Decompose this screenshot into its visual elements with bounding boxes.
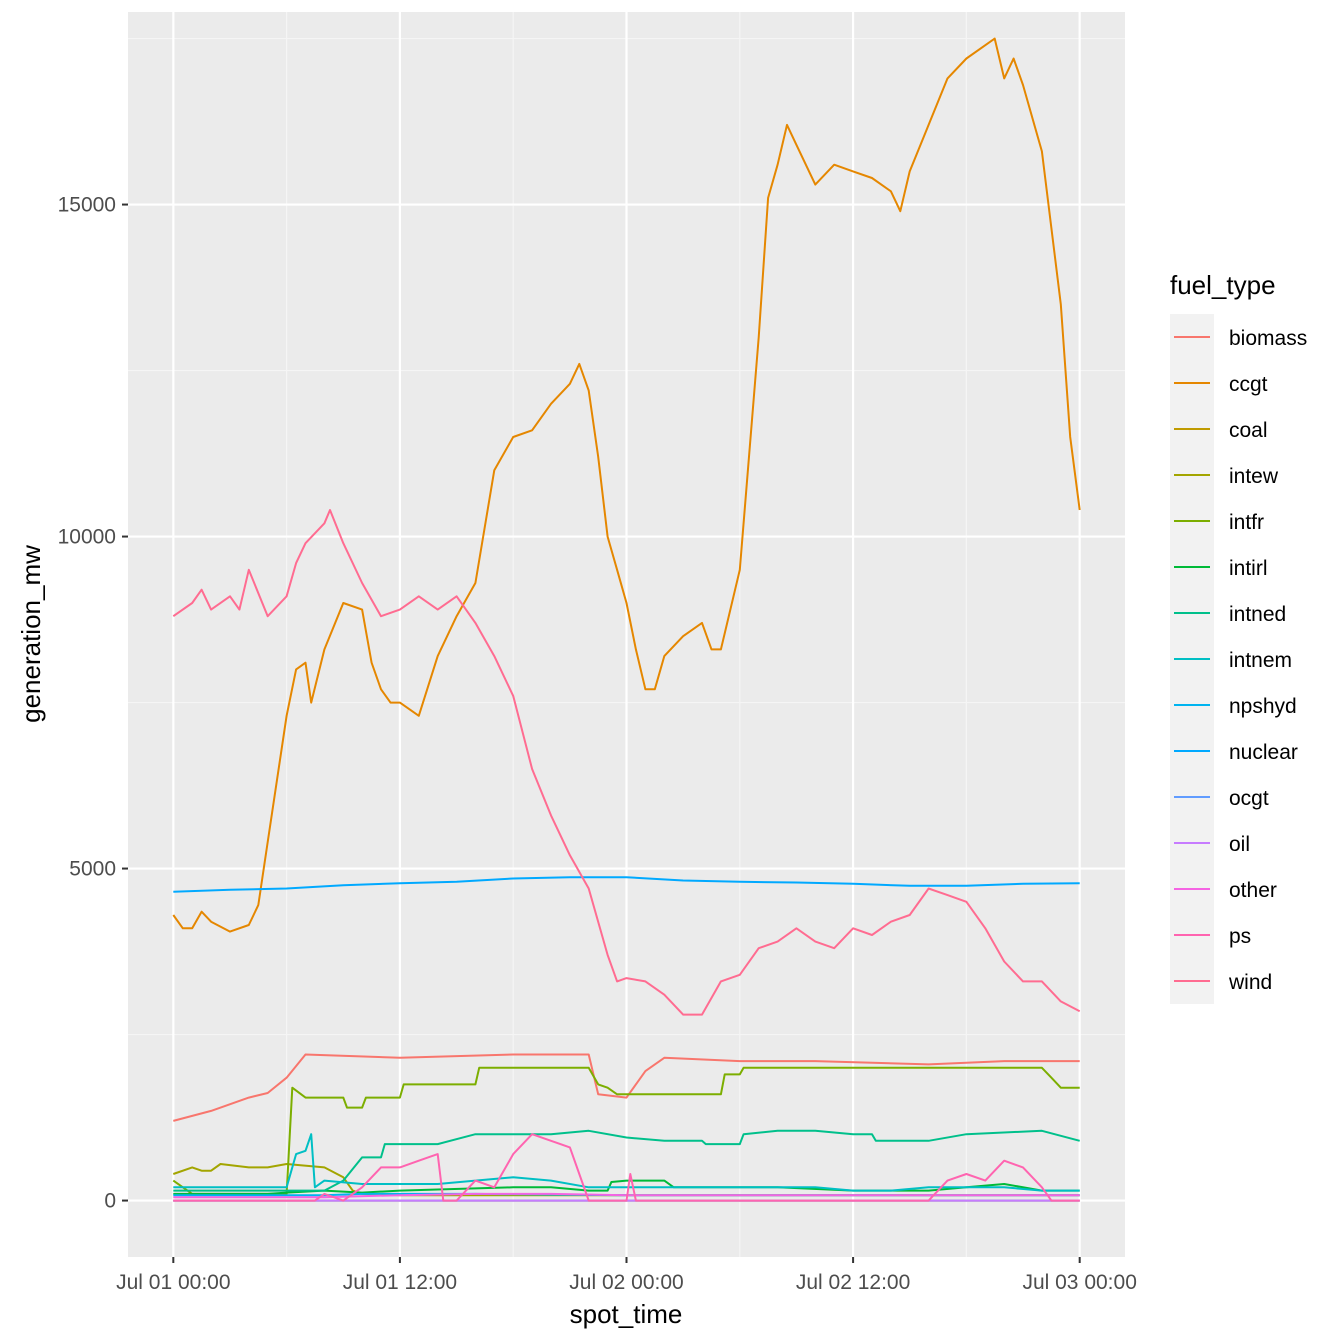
series-line-ccgt — [172, 37, 1081, 933]
x-tick-label: Jul 01 12:00 — [343, 1271, 457, 1294]
legend-label-ccgt: ccgt — [1229, 373, 1268, 396]
legend-label-intew: intew — [1229, 465, 1279, 488]
legend-label-oil: oil — [1229, 833, 1250, 856]
series-line-ps — [173, 1133, 1080, 1202]
legend-label-intirl: intirl — [1229, 557, 1268, 580]
series-line-intirl — [173, 1179, 1080, 1195]
legend-label-ocgt: ocgt — [1229, 787, 1269, 810]
legend-label-intnem: intnem — [1229, 649, 1292, 672]
x-tick-label: Jul 02 00:00 — [569, 1271, 683, 1294]
legend-label-other: other — [1229, 879, 1277, 902]
y-tick-label: 0 — [104, 1190, 116, 1213]
series-line-wind — [172, 509, 1081, 1016]
y-axis: 0 5000 10000 15000 — [58, 194, 128, 1213]
legend-title: fuel_type — [1170, 270, 1276, 300]
series-line-intnem — [173, 1133, 1080, 1192]
series-line-nuclear — [173, 876, 1080, 893]
y-tick-label: 10000 — [58, 526, 116, 549]
legend-label-coal: coal — [1229, 419, 1268, 442]
legend-label-nuclear: nuclear — [1229, 741, 1298, 764]
series-lines — [172, 37, 1081, 1202]
series-line-intned — [173, 1129, 1080, 1192]
legend-label-npshyd: npshyd — [1229, 695, 1297, 718]
x-tick-label: Jul 03 00:00 — [1022, 1271, 1136, 1294]
legend: fuel_type biomass ccgt coal intew intfr intir… — [1170, 270, 1307, 1004]
x-tick-label: Jul 02 12:00 — [796, 1271, 910, 1294]
y-tick-label: 5000 — [69, 858, 116, 881]
legend-label-intned: intned — [1229, 603, 1286, 626]
series-line-biomass — [173, 1053, 1080, 1122]
legend-label-biomass: biomass — [1229, 327, 1307, 350]
legend-label-ps: ps — [1229, 925, 1251, 948]
x-axis-title: spot_time — [570, 1299, 683, 1329]
legend-label-wind: wind — [1228, 971, 1272, 994]
series-line-other — [173, 1192, 1080, 1199]
series-line-intfr — [172, 1066, 1080, 1195]
legend-label-intfr: intfr — [1229, 511, 1264, 534]
x-axis: Jul 01 00:00 Jul 01 12:00 Jul 02 00:00 Jul … — [116, 1257, 1137, 1294]
y-axis-title: generation_mw — [16, 545, 46, 723]
x-tick-label: Jul 01 00:00 — [116, 1271, 230, 1294]
y-tick-label: 15000 — [58, 194, 116, 217]
